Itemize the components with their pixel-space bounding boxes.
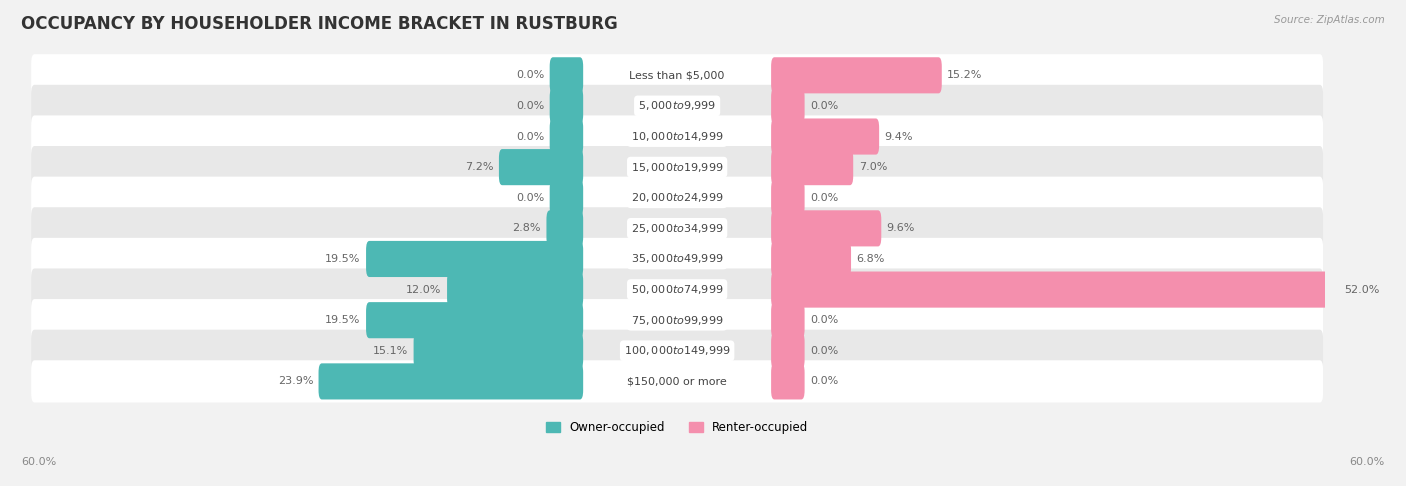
Text: $35,000 to $49,999: $35,000 to $49,999	[631, 252, 723, 265]
Text: 0.0%: 0.0%	[516, 101, 544, 111]
FancyBboxPatch shape	[31, 268, 1323, 311]
Text: 19.5%: 19.5%	[325, 254, 361, 264]
Text: 0.0%: 0.0%	[810, 101, 838, 111]
FancyBboxPatch shape	[31, 176, 1323, 219]
FancyBboxPatch shape	[770, 333, 804, 369]
Text: 23.9%: 23.9%	[277, 377, 314, 386]
Text: $20,000 to $24,999: $20,000 to $24,999	[631, 191, 723, 204]
Text: 60.0%: 60.0%	[21, 456, 56, 467]
FancyBboxPatch shape	[31, 360, 1323, 402]
Text: 0.0%: 0.0%	[810, 193, 838, 203]
FancyBboxPatch shape	[770, 302, 804, 338]
FancyBboxPatch shape	[31, 54, 1323, 96]
Text: $100,000 to $149,999: $100,000 to $149,999	[624, 344, 731, 357]
FancyBboxPatch shape	[550, 88, 583, 124]
FancyBboxPatch shape	[770, 364, 804, 399]
FancyBboxPatch shape	[770, 149, 853, 185]
FancyBboxPatch shape	[770, 88, 804, 124]
Text: 0.0%: 0.0%	[810, 377, 838, 386]
FancyBboxPatch shape	[550, 180, 583, 216]
FancyBboxPatch shape	[366, 302, 583, 338]
FancyBboxPatch shape	[547, 210, 583, 246]
Text: 15.1%: 15.1%	[373, 346, 408, 356]
FancyBboxPatch shape	[31, 85, 1323, 127]
FancyBboxPatch shape	[770, 272, 1340, 308]
Text: 12.0%: 12.0%	[406, 285, 441, 295]
Text: 60.0%: 60.0%	[1350, 456, 1385, 467]
Text: 52.0%: 52.0%	[1344, 285, 1381, 295]
Text: 9.6%: 9.6%	[887, 224, 915, 233]
Text: 2.8%: 2.8%	[513, 224, 541, 233]
Text: $75,000 to $99,999: $75,000 to $99,999	[631, 313, 723, 327]
FancyBboxPatch shape	[770, 57, 942, 93]
Text: OCCUPANCY BY HOUSEHOLDER INCOME BRACKET IN RUSTBURG: OCCUPANCY BY HOUSEHOLDER INCOME BRACKET …	[21, 15, 617, 33]
Text: 7.2%: 7.2%	[465, 162, 494, 172]
Text: $150,000 or more: $150,000 or more	[627, 377, 727, 386]
FancyBboxPatch shape	[31, 207, 1323, 249]
FancyBboxPatch shape	[770, 210, 882, 246]
Text: $25,000 to $34,999: $25,000 to $34,999	[631, 222, 723, 235]
Legend: Owner-occupied, Renter-occupied: Owner-occupied, Renter-occupied	[541, 417, 813, 439]
FancyBboxPatch shape	[413, 333, 583, 369]
FancyBboxPatch shape	[31, 115, 1323, 157]
Text: $5,000 to $9,999: $5,000 to $9,999	[638, 100, 716, 112]
FancyBboxPatch shape	[366, 241, 583, 277]
Text: 0.0%: 0.0%	[810, 346, 838, 356]
Text: 6.8%: 6.8%	[856, 254, 884, 264]
Text: 19.5%: 19.5%	[325, 315, 361, 325]
Text: 0.0%: 0.0%	[810, 315, 838, 325]
Text: 15.2%: 15.2%	[948, 70, 983, 80]
FancyBboxPatch shape	[499, 149, 583, 185]
FancyBboxPatch shape	[31, 330, 1323, 372]
Text: $10,000 to $14,999: $10,000 to $14,999	[631, 130, 723, 143]
Text: Less than $5,000: Less than $5,000	[630, 70, 725, 80]
Text: 0.0%: 0.0%	[516, 70, 544, 80]
Text: $50,000 to $74,999: $50,000 to $74,999	[631, 283, 723, 296]
FancyBboxPatch shape	[31, 146, 1323, 188]
Text: 9.4%: 9.4%	[884, 132, 912, 141]
Text: Source: ZipAtlas.com: Source: ZipAtlas.com	[1274, 15, 1385, 25]
FancyBboxPatch shape	[550, 119, 583, 155]
Text: 7.0%: 7.0%	[859, 162, 887, 172]
FancyBboxPatch shape	[447, 272, 583, 308]
FancyBboxPatch shape	[550, 57, 583, 93]
FancyBboxPatch shape	[770, 180, 804, 216]
Text: 0.0%: 0.0%	[516, 132, 544, 141]
Text: 0.0%: 0.0%	[516, 193, 544, 203]
FancyBboxPatch shape	[770, 119, 879, 155]
FancyBboxPatch shape	[770, 241, 851, 277]
FancyBboxPatch shape	[31, 299, 1323, 341]
Text: $15,000 to $19,999: $15,000 to $19,999	[631, 161, 723, 174]
FancyBboxPatch shape	[319, 364, 583, 399]
FancyBboxPatch shape	[31, 238, 1323, 280]
